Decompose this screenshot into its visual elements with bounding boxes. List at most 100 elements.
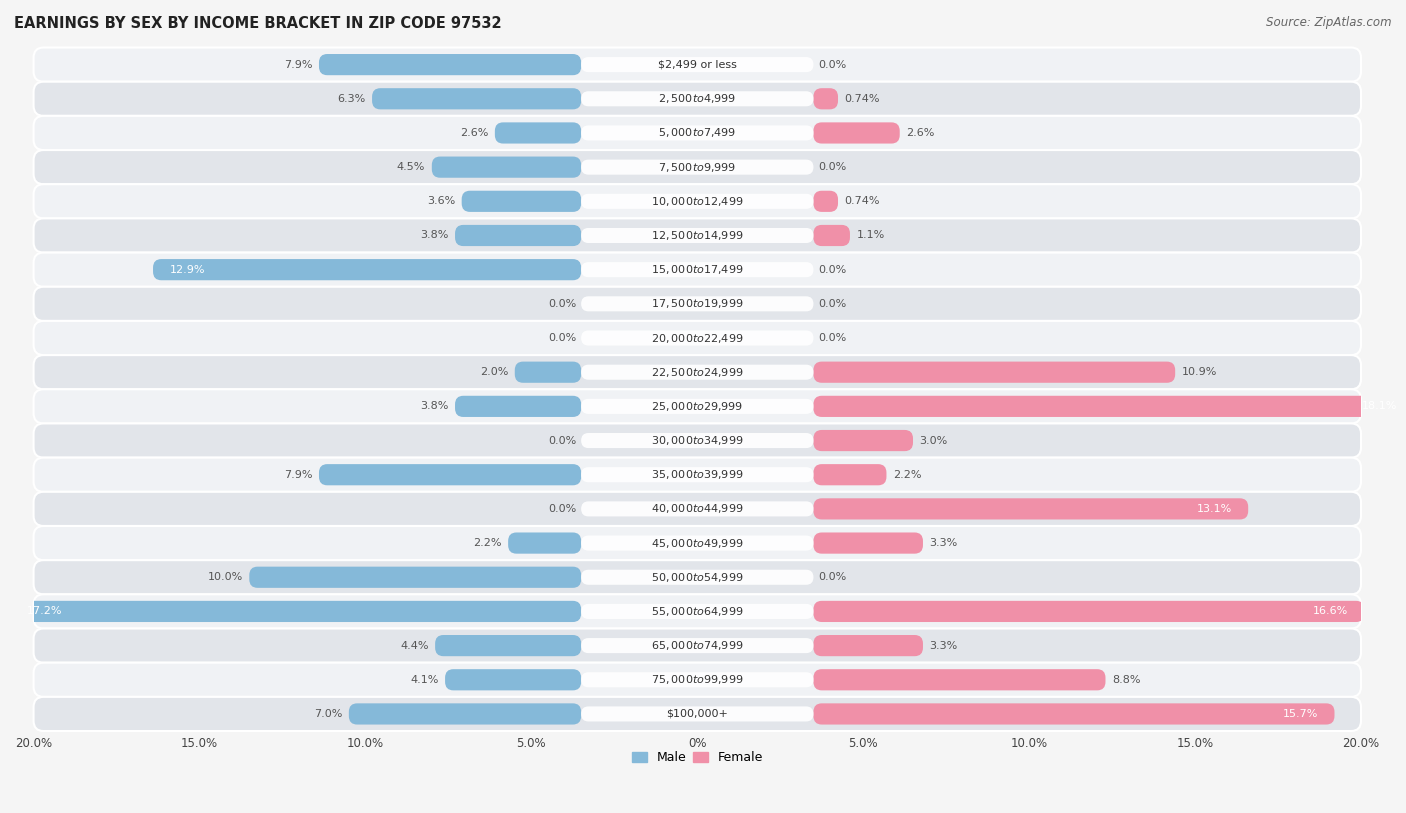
Text: 2.2%: 2.2%: [472, 538, 502, 548]
FancyBboxPatch shape: [319, 464, 581, 485]
FancyBboxPatch shape: [814, 430, 912, 451]
Text: 8.8%: 8.8%: [1112, 675, 1140, 685]
FancyBboxPatch shape: [814, 635, 922, 656]
Text: 12.9%: 12.9%: [170, 265, 205, 275]
FancyBboxPatch shape: [581, 399, 814, 414]
FancyBboxPatch shape: [814, 88, 838, 110]
FancyBboxPatch shape: [34, 492, 1361, 526]
FancyBboxPatch shape: [456, 225, 581, 246]
Text: EARNINGS BY SEX BY INCOME BRACKET IN ZIP CODE 97532: EARNINGS BY SEX BY INCOME BRACKET IN ZIP…: [14, 16, 502, 31]
FancyBboxPatch shape: [34, 253, 1361, 287]
Text: $25,000 to $29,999: $25,000 to $29,999: [651, 400, 744, 413]
Text: 17.2%: 17.2%: [27, 606, 62, 616]
FancyBboxPatch shape: [581, 502, 814, 516]
Text: 7.9%: 7.9%: [284, 470, 312, 480]
FancyBboxPatch shape: [34, 663, 1361, 697]
Text: 0.0%: 0.0%: [548, 333, 576, 343]
Text: 0.74%: 0.74%: [845, 196, 880, 207]
Text: 15.7%: 15.7%: [1282, 709, 1317, 719]
Text: 3.0%: 3.0%: [920, 436, 948, 446]
FancyBboxPatch shape: [34, 47, 1361, 81]
Text: $2,499 or less: $2,499 or less: [658, 59, 737, 70]
FancyBboxPatch shape: [373, 88, 581, 110]
FancyBboxPatch shape: [34, 321, 1361, 355]
FancyBboxPatch shape: [814, 533, 922, 554]
Text: 2.6%: 2.6%: [460, 128, 488, 138]
FancyBboxPatch shape: [814, 191, 838, 212]
Text: $65,000 to $74,999: $65,000 to $74,999: [651, 639, 744, 652]
Text: $50,000 to $54,999: $50,000 to $54,999: [651, 571, 744, 584]
Legend: Male, Female: Male, Female: [627, 746, 768, 769]
FancyBboxPatch shape: [814, 396, 1406, 417]
FancyBboxPatch shape: [10, 601, 581, 622]
Text: $55,000 to $64,999: $55,000 to $64,999: [651, 605, 744, 618]
FancyBboxPatch shape: [249, 567, 581, 588]
Text: 10.9%: 10.9%: [1182, 367, 1218, 377]
FancyBboxPatch shape: [153, 259, 581, 280]
Text: 16.6%: 16.6%: [1313, 606, 1348, 616]
Text: $15,000 to $17,499: $15,000 to $17,499: [651, 263, 744, 276]
FancyBboxPatch shape: [581, 570, 814, 585]
Text: $2,500 to $4,999: $2,500 to $4,999: [658, 93, 737, 106]
Text: 0.0%: 0.0%: [818, 162, 846, 172]
Text: 7.9%: 7.9%: [284, 59, 312, 70]
FancyBboxPatch shape: [34, 116, 1361, 150]
Text: $75,000 to $99,999: $75,000 to $99,999: [651, 673, 744, 686]
Text: 3.3%: 3.3%: [929, 641, 957, 650]
FancyBboxPatch shape: [814, 498, 1249, 520]
FancyBboxPatch shape: [34, 560, 1361, 594]
Text: 2.0%: 2.0%: [479, 367, 508, 377]
FancyBboxPatch shape: [814, 703, 1334, 724]
Text: 0.0%: 0.0%: [818, 299, 846, 309]
FancyBboxPatch shape: [434, 635, 581, 656]
FancyBboxPatch shape: [461, 191, 581, 212]
FancyBboxPatch shape: [508, 533, 581, 554]
FancyBboxPatch shape: [34, 81, 1361, 116]
Text: $7,500 to $9,999: $7,500 to $9,999: [658, 161, 737, 174]
Text: $100,000+: $100,000+: [666, 709, 728, 719]
Text: $35,000 to $39,999: $35,000 to $39,999: [651, 468, 744, 481]
Text: 7.0%: 7.0%: [314, 709, 342, 719]
Text: 13.1%: 13.1%: [1197, 504, 1232, 514]
Text: 0.0%: 0.0%: [548, 504, 576, 514]
Text: 10.0%: 10.0%: [208, 572, 243, 582]
FancyBboxPatch shape: [34, 150, 1361, 185]
Text: $5,000 to $7,499: $5,000 to $7,499: [658, 127, 737, 140]
FancyBboxPatch shape: [814, 601, 1364, 622]
FancyBboxPatch shape: [581, 638, 814, 653]
FancyBboxPatch shape: [814, 362, 1175, 383]
Text: $45,000 to $49,999: $45,000 to $49,999: [651, 537, 744, 550]
Text: 4.5%: 4.5%: [396, 162, 425, 172]
FancyBboxPatch shape: [495, 123, 581, 144]
FancyBboxPatch shape: [581, 262, 814, 277]
FancyBboxPatch shape: [581, 193, 814, 209]
FancyBboxPatch shape: [515, 362, 581, 383]
Text: 0.0%: 0.0%: [548, 299, 576, 309]
FancyBboxPatch shape: [581, 433, 814, 448]
FancyBboxPatch shape: [581, 91, 814, 107]
Text: 3.3%: 3.3%: [929, 538, 957, 548]
FancyBboxPatch shape: [581, 365, 814, 380]
FancyBboxPatch shape: [34, 355, 1361, 389]
FancyBboxPatch shape: [432, 157, 581, 178]
FancyBboxPatch shape: [581, 296, 814, 311]
FancyBboxPatch shape: [34, 594, 1361, 628]
FancyBboxPatch shape: [34, 526, 1361, 560]
FancyBboxPatch shape: [581, 536, 814, 550]
Text: 2.2%: 2.2%: [893, 470, 921, 480]
Text: 0.0%: 0.0%: [818, 265, 846, 275]
Text: $30,000 to $34,999: $30,000 to $34,999: [651, 434, 744, 447]
FancyBboxPatch shape: [581, 228, 814, 243]
FancyBboxPatch shape: [319, 54, 581, 76]
Text: $40,000 to $44,999: $40,000 to $44,999: [651, 502, 744, 515]
Text: $12,500 to $14,999: $12,500 to $14,999: [651, 229, 744, 242]
FancyBboxPatch shape: [581, 672, 814, 687]
Text: 18.1%: 18.1%: [1362, 402, 1398, 411]
FancyBboxPatch shape: [581, 159, 814, 175]
FancyBboxPatch shape: [34, 424, 1361, 458]
FancyBboxPatch shape: [34, 628, 1361, 663]
Text: $20,000 to $22,499: $20,000 to $22,499: [651, 332, 744, 345]
Text: 0.0%: 0.0%: [818, 59, 846, 70]
Text: 4.4%: 4.4%: [399, 641, 429, 650]
Text: 3.6%: 3.6%: [427, 196, 456, 207]
